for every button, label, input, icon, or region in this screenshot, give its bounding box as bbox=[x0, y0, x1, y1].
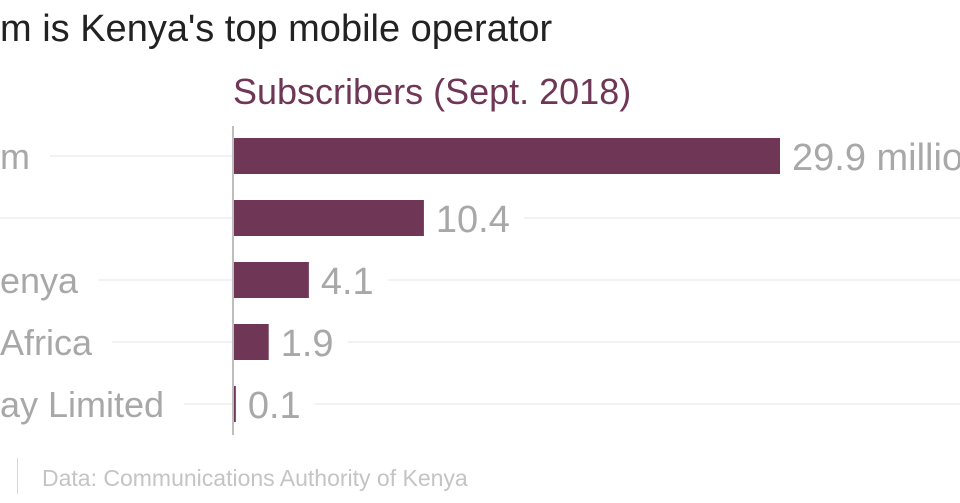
bar bbox=[234, 386, 236, 422]
source-divider bbox=[17, 458, 18, 494]
value-label: 0.1 bbox=[248, 385, 301, 427]
category-label: ay Limited bbox=[0, 384, 164, 425]
bar bbox=[234, 324, 269, 360]
series-label: Subscribers (Sept. 2018) bbox=[233, 71, 631, 112]
value-label: 10.4 bbox=[436, 199, 510, 241]
value-label: 1.9 bbox=[281, 323, 334, 365]
category-label: Africa bbox=[0, 322, 93, 363]
bar bbox=[234, 138, 780, 174]
bar bbox=[234, 262, 309, 298]
bar bbox=[234, 200, 424, 236]
source-note: Data: Communications Authority of Kenya bbox=[42, 465, 468, 491]
category-label: enya bbox=[0, 260, 79, 301]
value-label: 29.9 millio bbox=[792, 137, 960, 179]
category-label: m bbox=[0, 136, 30, 177]
bar-rows: m 29.9 millio 10.4 enya 4.1 Africa 1.9 ay Limit… bbox=[0, 136, 960, 427]
value-label: 4.1 bbox=[321, 261, 374, 303]
chart-title: m is Kenya's top mobile operator bbox=[0, 8, 553, 50]
